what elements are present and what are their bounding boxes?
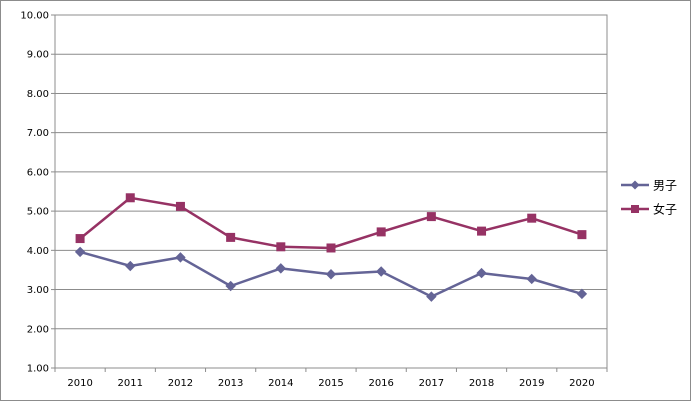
y-tick-label: 7.00: [27, 128, 49, 139]
y-axis: 1.00 2.00 3.00 4.00 5.00 6.00 7.00 8.00 9.00 10.0…: [20, 11, 55, 375]
data-point: [576, 288, 588, 300]
legend-entry: 男子: [621, 179, 677, 193]
data-point: [577, 230, 587, 240]
series-layer: [74, 193, 588, 302]
data-point: [325, 269, 337, 280]
data-point: [74, 246, 86, 258]
x-tick-label: 2012: [168, 378, 193, 389]
series-line: [79, 196, 583, 250]
y-tick-label: 6.00: [27, 167, 49, 178]
y-tick-label: 2.00: [27, 324, 49, 335]
x-tick-label: 2016: [368, 378, 393, 389]
y-tick-label: 4.00: [27, 246, 49, 257]
x-tick-label: 2013: [218, 378, 243, 389]
series-2: [75, 193, 587, 253]
x-tick-label: 2018: [469, 378, 494, 389]
plot-area: [54, 14, 608, 369]
data-point: [477, 226, 487, 236]
data-point: [426, 212, 436, 222]
data-point: [527, 213, 537, 223]
data-point: [225, 280, 236, 292]
x-tick-label: 2010: [67, 378, 92, 389]
data-point: [276, 242, 286, 252]
legend-marker: [631, 205, 639, 213]
x-axis: 2010 2011 2012 2013 2014 2015 2016 2017 2018 2019…: [54, 368, 608, 389]
y-tick-label: 10.00: [20, 11, 49, 22]
legend-label: 男子: [653, 179, 677, 193]
x-tick-label: 2019: [519, 378, 544, 389]
legend-entry: 女子: [621, 202, 677, 217]
data-point: [175, 252, 186, 263]
series-1: [74, 246, 588, 302]
x-tick-label: 2017: [419, 378, 444, 389]
data-point: [526, 273, 537, 285]
data-point: [125, 193, 135, 203]
data-point: [376, 227, 386, 237]
x-tick-label: 2020: [569, 378, 594, 389]
x-tick-label: 2014: [268, 378, 293, 389]
y-tick-label: 1.00: [27, 364, 49, 375]
data-point: [326, 243, 336, 253]
y-tick-label: 3.00: [27, 285, 49, 296]
data-point: [175, 201, 185, 211]
data-point: [75, 234, 85, 244]
data-point: [125, 260, 136, 272]
data-point: [275, 263, 287, 274]
data-point: [226, 232, 236, 242]
legend-marker: [630, 180, 640, 190]
legend-label: 女子: [653, 202, 677, 217]
x-tick-label: 2011: [118, 378, 143, 389]
data-point: [426, 291, 437, 302]
data-point: [476, 267, 487, 279]
x-tick-label: 2015: [318, 378, 343, 389]
data-point: [375, 266, 387, 277]
y-tick-label: 8.00: [27, 89, 49, 100]
y-tick-label: 9.00: [27, 50, 49, 61]
gridlines: [55, 14, 607, 369]
y-tick-label: 5.00: [27, 207, 49, 218]
